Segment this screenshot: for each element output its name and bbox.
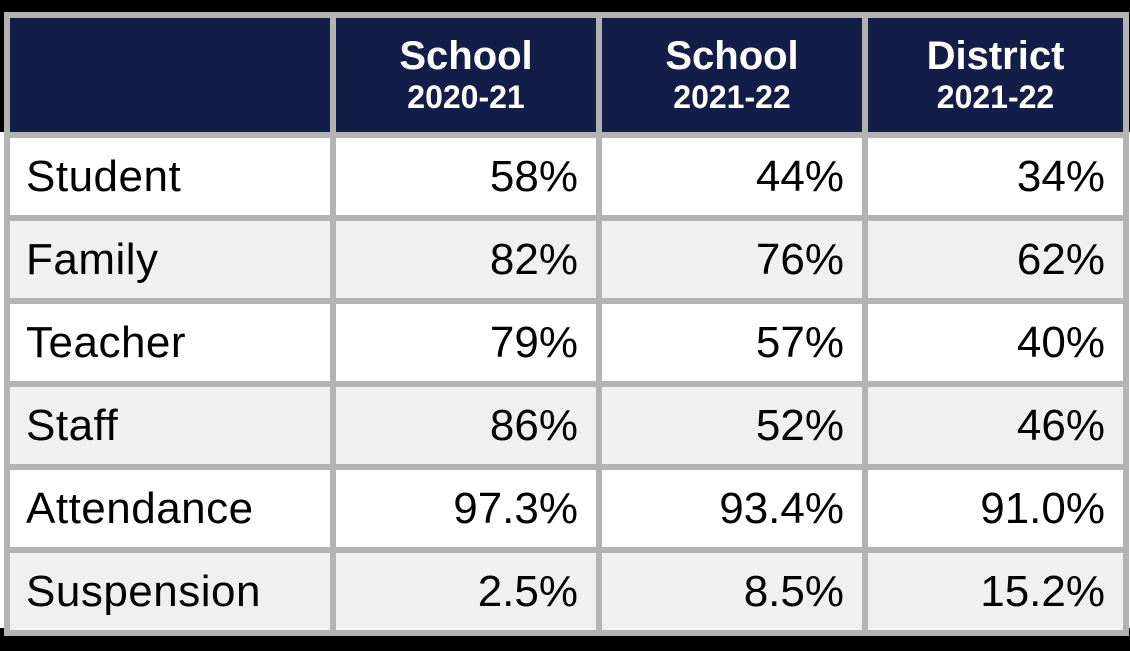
value-cell: 82% [330,215,602,304]
col-header-title: District [926,33,1065,78]
header-row: School 2020-21 School 2021-22 District 2… [4,12,1129,138]
corner-cell [4,12,336,138]
col-header-year: 2021-22 [673,79,791,116]
value-cell: 52% [596,381,868,470]
value-cell: 44% [596,132,868,221]
col-header-year: 2021-22 [936,79,1055,116]
row-label: Attendance [4,464,336,553]
value-cell: 62% [862,215,1129,304]
value-cell: 34% [862,132,1129,221]
table-row-staff: Staff 86% 52% 46% [4,381,1129,470]
row-label: Staff [4,381,336,470]
col-header-district-2021-22: District 2021-22 [862,12,1129,138]
table-row-suspension: Suspension 2.5% 8.5% 15.2% [4,547,1129,636]
value-cell: 76% [596,215,868,304]
value-cell: 40% [862,298,1129,387]
value-cell: 8.5% [596,547,868,636]
value-cell: 86% [330,381,602,470]
col-header-title: School [665,33,799,78]
value-cell: 46% [862,381,1129,470]
col-header-title: School [399,33,533,78]
row-label: Suspension [4,547,336,636]
value-cell: 79% [330,298,602,387]
value-cell: 97.3% [330,464,602,553]
survey-results-table: School 2020-21 School 2021-22 District 2… [4,12,1129,636]
value-cell: 57% [596,298,868,387]
row-label: Student [4,132,336,221]
value-cell: 93.4% [596,464,868,553]
value-cell: 91.0% [862,464,1129,553]
col-header-school-2021-22: School 2021-22 [596,12,868,138]
table-row-attendance: Attendance 97.3% 93.4% 91.0% [4,464,1129,553]
col-header-school-2020-21: School 2020-21 [330,12,602,138]
row-label: Teacher [4,298,336,387]
value-cell: 58% [330,132,602,221]
table-row-teacher: Teacher 79% 57% 40% [4,298,1129,387]
value-cell: 2.5% [330,547,602,636]
table-row-family: Family 82% 76% 62% [4,215,1129,304]
table-row-student: Student 58% 44% 34% [4,132,1129,221]
row-label: Family [4,215,336,304]
value-cell: 15.2% [862,547,1129,636]
col-header-year: 2020-21 [407,79,525,116]
